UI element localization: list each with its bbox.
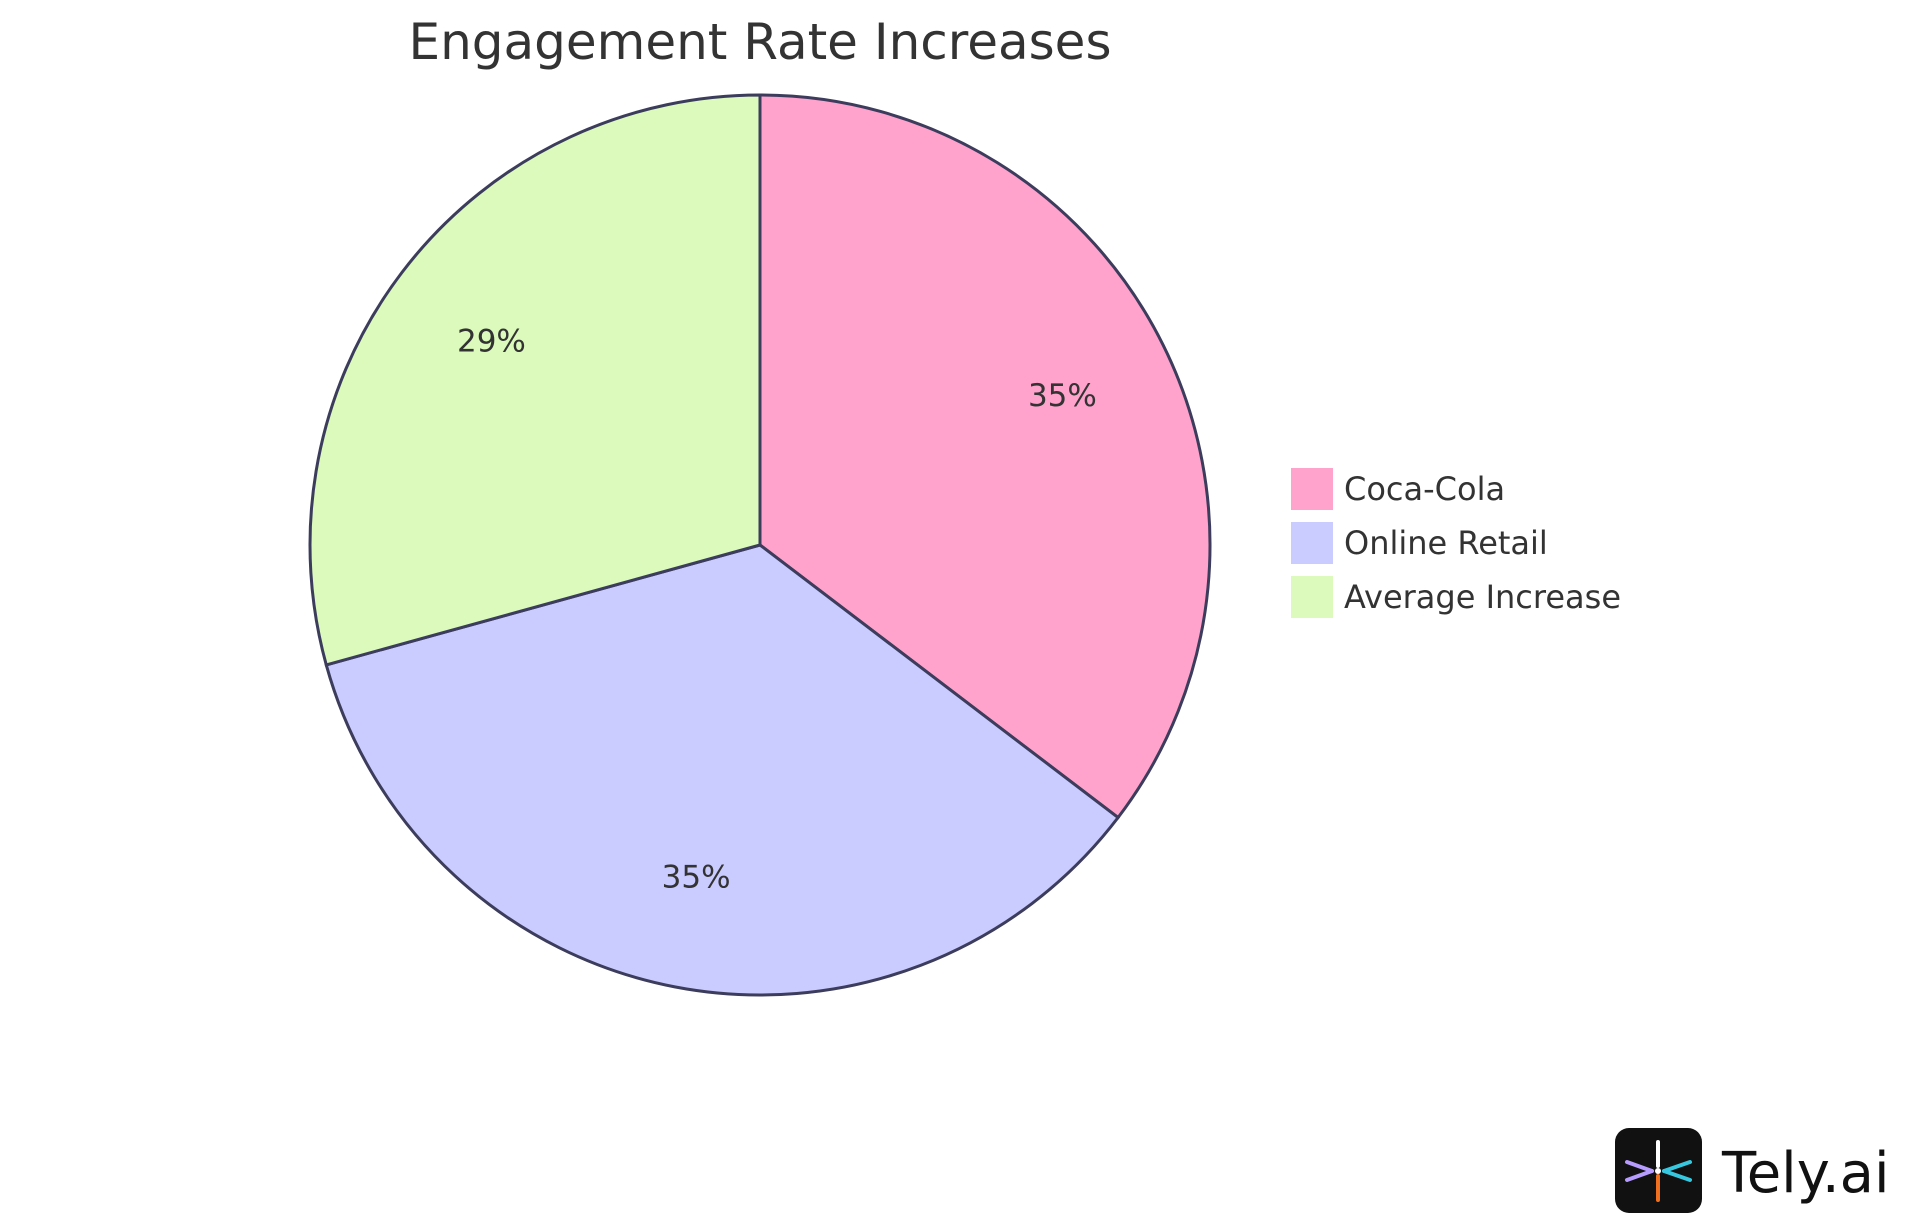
tely-logo: Tely.ai	[1615, 1128, 1890, 1213]
pie-slice-online-retail	[324, 543, 1121, 997]
legend-label: Online Retail	[1344, 524, 1548, 562]
pie-slices	[308, 93, 1212, 997]
pie-slice-average-increase	[308, 93, 762, 667]
slice-percent-label: 35%	[662, 859, 731, 895]
slice-percent-label: 29%	[457, 324, 526, 360]
legend-swatch	[1289, 520, 1335, 566]
pie-slice-coca-cola	[758, 93, 1212, 820]
slice-percent-label: 35%	[1028, 378, 1097, 414]
legend-swatch	[1289, 466, 1335, 512]
pie-slice-labels: 35% 35% 29%	[457, 324, 1097, 896]
legend-label: Average Increase	[1344, 578, 1621, 616]
legend-swatch	[1289, 574, 1335, 620]
legend: Coca-Cola Online Retail Average Increase	[1289, 466, 1621, 620]
legend-label: Coca-Cola	[1344, 470, 1505, 508]
chart-title: Engagement Rate Increases	[408, 13, 1111, 71]
tely-logo-text: Tely.ai	[1721, 1141, 1890, 1206]
